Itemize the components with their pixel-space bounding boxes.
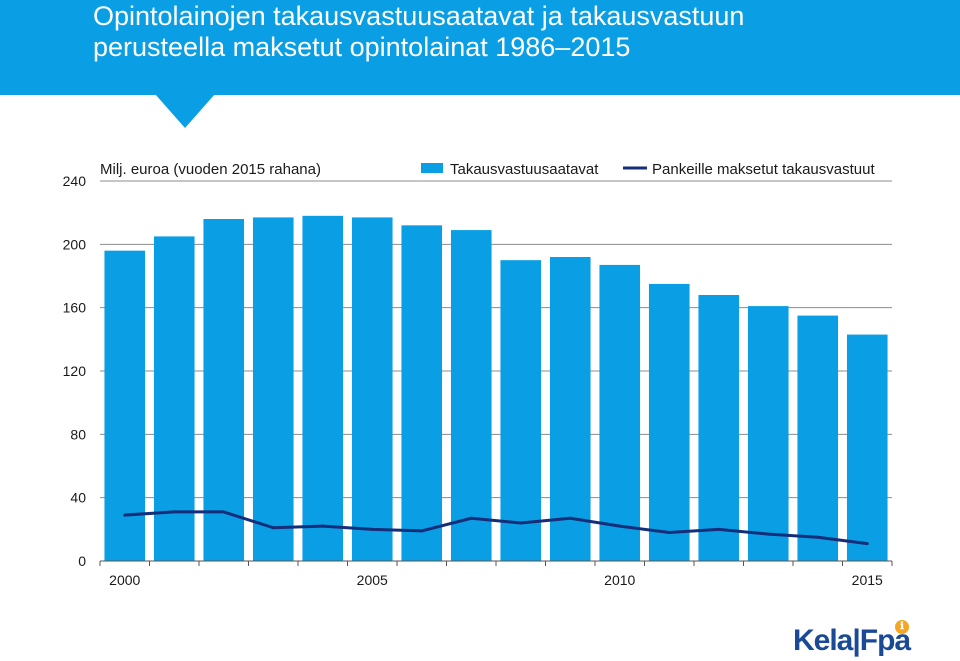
bar-2009 — [549, 257, 591, 561]
legend-line-label: Pankeille maksetut takausvastuut — [652, 161, 875, 178]
header-banner — [0, 0, 960, 95]
x-tick-label: 2005 — [357, 572, 388, 588]
bar-2011 — [648, 283, 690, 561]
line-point-2009 — [568, 516, 572, 520]
title-line-2: perusteella maksetut opintolainat 1986–2… — [93, 32, 631, 62]
bar-2000 — [104, 250, 146, 561]
title-line-1: Opintolainojen takausvastuusaatavat ja t… — [93, 1, 745, 31]
legend: Takausvastuusaatavat Pankeille maksetut … — [421, 161, 875, 178]
kela-fpa-logo: Kela|Fpa ℹ — [793, 620, 913, 660]
x-tick-label: 2000 — [109, 572, 140, 588]
line-point-2010 — [618, 524, 622, 528]
legend-bar-label: Takausvastuusaatavat — [450, 161, 599, 178]
y-tick-label: 120 — [63, 363, 87, 379]
line-payments — [124, 510, 868, 546]
bar-2007 — [450, 230, 492, 562]
y-tick-label: 160 — [63, 300, 87, 316]
line-point-2015 — [865, 542, 869, 546]
line-point-2003 — [271, 526, 275, 530]
info-badge-icon: ℹ — [895, 620, 909, 634]
line-point-2001 — [172, 510, 176, 514]
line-point-2012 — [717, 527, 721, 531]
logo-text: Kela|Fpa — [793, 624, 911, 657]
unit-label: Milj. euroa (vuoden 2015 rahana) — [100, 161, 321, 178]
line-series — [123, 510, 869, 546]
line-point-2000 — [123, 513, 127, 517]
y-axis: 0 40 80 120 160 200 240 — [63, 173, 87, 569]
line-point-2007 — [469, 516, 473, 520]
line-point-2004 — [321, 524, 325, 528]
y-tick-label: 240 — [63, 173, 87, 189]
legend-bar-swatch — [421, 163, 443, 173]
y-tick-label: 200 — [63, 236, 87, 252]
y-tick-label: 0 — [78, 553, 86, 569]
bar-2004 — [302, 215, 344, 562]
bar-series — [104, 215, 888, 562]
bar-2010 — [599, 264, 641, 561]
bar-2012 — [698, 295, 740, 561]
line-point-2011 — [667, 531, 671, 534]
bar-2008 — [500, 260, 542, 561]
bar-2003 — [252, 217, 294, 561]
bar-2006 — [401, 225, 443, 562]
line-point-2005 — [370, 527, 374, 531]
y-tick-label: 40 — [70, 490, 86, 506]
bar-2001 — [153, 236, 195, 561]
line-point-2014 — [816, 535, 820, 539]
line-point-2013 — [766, 532, 770, 536]
x-tick-label: 2010 — [604, 572, 635, 588]
bar-2005 — [351, 217, 393, 561]
header-notch — [155, 94, 215, 128]
line-point-2008 — [519, 521, 523, 525]
bar-2002 — [203, 219, 245, 561]
x-tick-label: 2015 — [852, 572, 883, 588]
bar-2013 — [747, 306, 789, 561]
bar-2014 — [797, 315, 839, 561]
line-point-2002 — [222, 510, 226, 514]
x-axis: 2000 2005 2010 2015 — [99, 560, 893, 588]
y-tick-label: 80 — [70, 426, 86, 442]
bar-2015 — [846, 334, 888, 561]
line-point-2006 — [420, 529, 424, 533]
page-title: Opintolainojen takausvastuusaatavat ja t… — [93, 1, 913, 63]
